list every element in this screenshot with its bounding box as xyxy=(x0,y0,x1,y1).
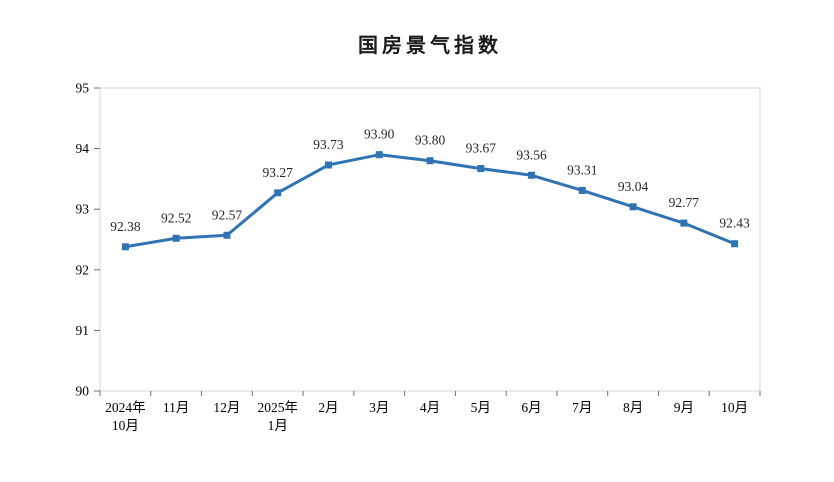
data-point-label: 92.57 xyxy=(212,207,243,222)
data-point-marker xyxy=(680,219,688,227)
x-axis-label: 11月 xyxy=(163,400,190,415)
data-point-marker xyxy=(324,161,332,169)
x-axis-label: 12月 xyxy=(213,400,240,415)
x-axis-label: 8月 xyxy=(623,400,643,415)
x-axis-label: 6月 xyxy=(521,400,541,415)
data-point-label: 92.38 xyxy=(110,219,141,234)
x-axis-label: 2025年 1月 xyxy=(257,400,298,433)
data-point-marker xyxy=(629,203,637,211)
data-point-marker xyxy=(375,151,383,159)
x-axis-label: 2月 xyxy=(318,400,338,415)
data-point-label: 92.77 xyxy=(669,195,700,210)
y-axis-label: 91 xyxy=(76,323,90,338)
data-point-marker xyxy=(172,234,180,242)
x-axis-label: 7月 xyxy=(572,400,592,415)
chart-title: 国房景气指数 xyxy=(358,35,502,57)
data-point-marker xyxy=(528,171,536,179)
y-axis-label: 92 xyxy=(76,262,90,277)
y-axis-label: 94 xyxy=(76,141,90,156)
series-line xyxy=(123,153,737,249)
x-axis-label: 5月 xyxy=(471,400,491,415)
data-point-marker xyxy=(731,240,739,248)
data-point-label: 93.67 xyxy=(466,141,497,156)
y-axis-label: 95 xyxy=(76,81,90,96)
x-axis-label: 4月 xyxy=(420,400,440,415)
y-axis-label: 93 xyxy=(76,202,90,217)
y-axis-label: 90 xyxy=(76,384,90,399)
data-point-label: 93.31 xyxy=(567,162,597,177)
data-point-label: 93.27 xyxy=(263,165,294,180)
data-point-marker xyxy=(121,243,129,251)
data-point-label: 93.80 xyxy=(415,133,446,148)
x-axis-label: 3月 xyxy=(369,400,389,415)
data-point-label: 92.43 xyxy=(719,216,750,231)
data-point-marker xyxy=(274,189,282,197)
data-point-label: 93.04 xyxy=(618,179,649,194)
x-axis-label: 10月 xyxy=(721,400,748,415)
data-point-marker xyxy=(426,157,434,165)
data-point-marker xyxy=(578,186,586,194)
data-point-label: 93.56 xyxy=(516,147,547,162)
data-point-label: 93.73 xyxy=(313,137,344,152)
plot-border xyxy=(99,87,761,392)
data-point-marker xyxy=(223,231,231,239)
x-axis-label: 2024年 10月 xyxy=(105,400,146,433)
data-point-label: 93.90 xyxy=(364,127,395,142)
data-point-marker xyxy=(477,165,485,173)
data-point-label: 92.52 xyxy=(161,210,191,225)
x-axis-label: 9月 xyxy=(674,400,694,415)
